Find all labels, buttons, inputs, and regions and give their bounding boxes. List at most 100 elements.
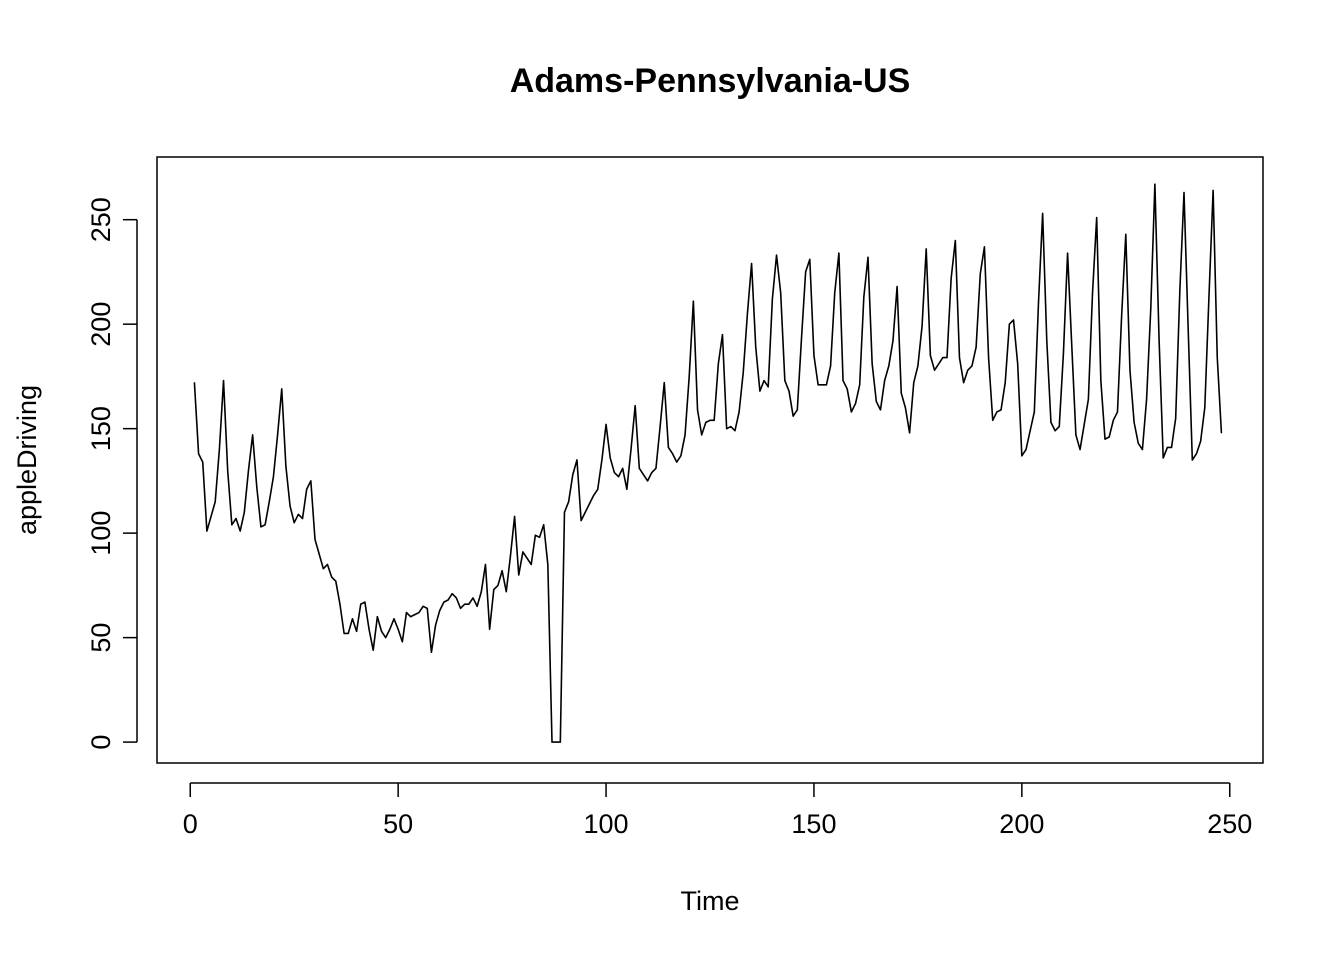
y-tick-label: 100 (86, 511, 116, 556)
y-axis-label: appleDriving (12, 385, 42, 535)
data-point (626, 488, 628, 490)
data-point (418, 611, 420, 614)
data-point (1179, 290, 1181, 292)
data-point (1104, 438, 1106, 440)
data-point (688, 375, 690, 378)
data-point (896, 285, 898, 288)
data-point (842, 379, 844, 382)
data-point (900, 392, 902, 394)
data-point (430, 651, 433, 653)
data-point (954, 239, 956, 242)
data-point (376, 616, 378, 618)
data-point (859, 384, 861, 386)
data-point (530, 563, 532, 566)
data-point (817, 384, 819, 386)
data-point (301, 517, 304, 520)
data-point (813, 354, 815, 357)
data-point (256, 486, 258, 488)
data-point (588, 503, 591, 505)
data-point (1004, 382, 1006, 384)
data-point (1083, 423, 1085, 426)
data-point (559, 741, 561, 743)
data-point (335, 580, 337, 582)
data-point (996, 411, 998, 413)
data-point (347, 632, 349, 635)
data-point (1033, 411, 1035, 413)
data-point (771, 298, 773, 300)
data-point (1158, 338, 1160, 340)
data-point (1071, 344, 1073, 346)
data-point (950, 277, 952, 279)
x-tick-label: 0 (183, 809, 198, 839)
data-point (721, 334, 724, 336)
data-point (372, 649, 374, 651)
data-point (671, 453, 674, 455)
data-point (871, 363, 873, 365)
data-point (489, 628, 491, 630)
data-point (526, 557, 528, 559)
data-point (701, 434, 703, 436)
data-point (917, 365, 919, 367)
data-point (343, 632, 345, 635)
data-point (1170, 446, 1173, 449)
data-point (1150, 308, 1152, 311)
data-point (1137, 442, 1139, 444)
data-point (946, 357, 948, 359)
data-point (1066, 252, 1069, 254)
data-point (609, 457, 611, 459)
data-point (1200, 440, 1202, 442)
data-points (193, 183, 1223, 743)
data-point (1058, 425, 1060, 428)
data-point (360, 603, 362, 605)
data-point (1133, 421, 1135, 423)
data-point (509, 555, 512, 557)
data-point (809, 258, 811, 260)
data-point (434, 624, 437, 626)
data-point (796, 409, 798, 411)
data-point (667, 446, 670, 449)
data-point (755, 346, 757, 348)
data-point (1046, 340, 1048, 342)
data-point (800, 338, 803, 340)
data-point (630, 448, 632, 451)
data-point (518, 574, 520, 576)
data-point (829, 365, 832, 367)
data-point (1050, 421, 1052, 423)
data-point (393, 618, 395, 620)
data-point (1166, 446, 1168, 449)
data-point (563, 511, 566, 513)
data-point (1145, 398, 1148, 400)
data-point (742, 371, 744, 373)
data-point (1129, 369, 1131, 371)
data-point (684, 434, 686, 436)
data-point (339, 603, 341, 605)
data-point (214, 501, 216, 503)
data-point (285, 465, 287, 467)
data-point (476, 605, 478, 607)
data-point (451, 593, 453, 595)
data-point (884, 379, 886, 382)
data-point (709, 419, 711, 421)
data-point (867, 256, 869, 258)
data-point (227, 469, 229, 472)
x-tick-label: 150 (791, 809, 836, 839)
data-point (555, 741, 557, 743)
data-point (780, 292, 782, 294)
data-point (231, 524, 233, 526)
data-point (1075, 434, 1077, 436)
data-point (730, 425, 732, 428)
data-point (1012, 319, 1015, 321)
data-point (1029, 430, 1031, 432)
data-point (696, 409, 699, 411)
data-point (1079, 448, 1081, 451)
data-point (414, 614, 416, 616)
data-point (322, 568, 324, 570)
data-point (276, 434, 279, 436)
data-point (759, 390, 761, 392)
data-point (397, 628, 399, 630)
data-point (197, 453, 200, 455)
data-point (892, 340, 894, 342)
data-point (210, 515, 212, 518)
data-point (875, 400, 877, 403)
data-point (850, 411, 852, 413)
